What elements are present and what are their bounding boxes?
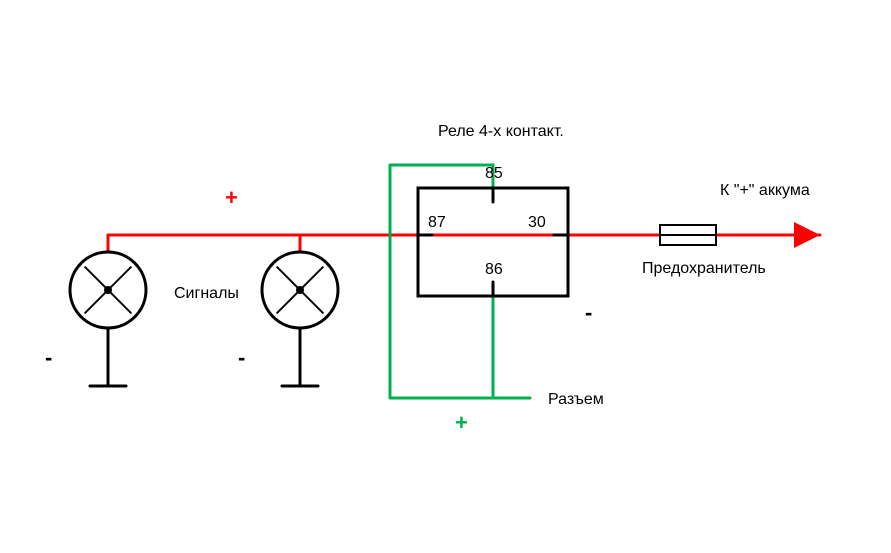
pin-85-label: 85 [485,165,503,182]
minus-1: - [45,345,52,370]
relay-title: Реле 4-х контакт. [438,123,564,140]
fuse-label: Предохранитель [642,260,766,277]
wiring-diagram: 85 86 87 30 Реле 4-х контакт. Предохранитель К… [0,0,891,553]
relay-box [418,188,568,296]
battery-label: К "+" аккума [720,182,810,199]
plus-red: + [225,185,238,210]
minus-2: - [238,345,245,370]
pin-86-label: 86 [485,261,503,278]
minus-3: - [585,300,592,325]
arrow-to-battery [794,222,820,248]
pin-87-label: 87 [428,214,446,231]
pin-30-label: 30 [528,214,546,231]
plus-green: + [455,410,468,435]
connector-label: Разъем [548,391,604,408]
signals-label: Сигналы [174,285,239,302]
